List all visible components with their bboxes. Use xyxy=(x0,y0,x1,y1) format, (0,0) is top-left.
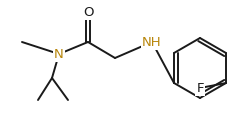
Text: O: O xyxy=(83,6,93,18)
Text: N: N xyxy=(54,48,64,60)
Text: F: F xyxy=(196,81,204,95)
Text: NH: NH xyxy=(142,36,162,48)
